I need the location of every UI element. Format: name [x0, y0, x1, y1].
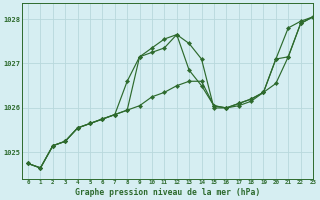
X-axis label: Graphe pression niveau de la mer (hPa): Graphe pression niveau de la mer (hPa): [75, 188, 260, 197]
